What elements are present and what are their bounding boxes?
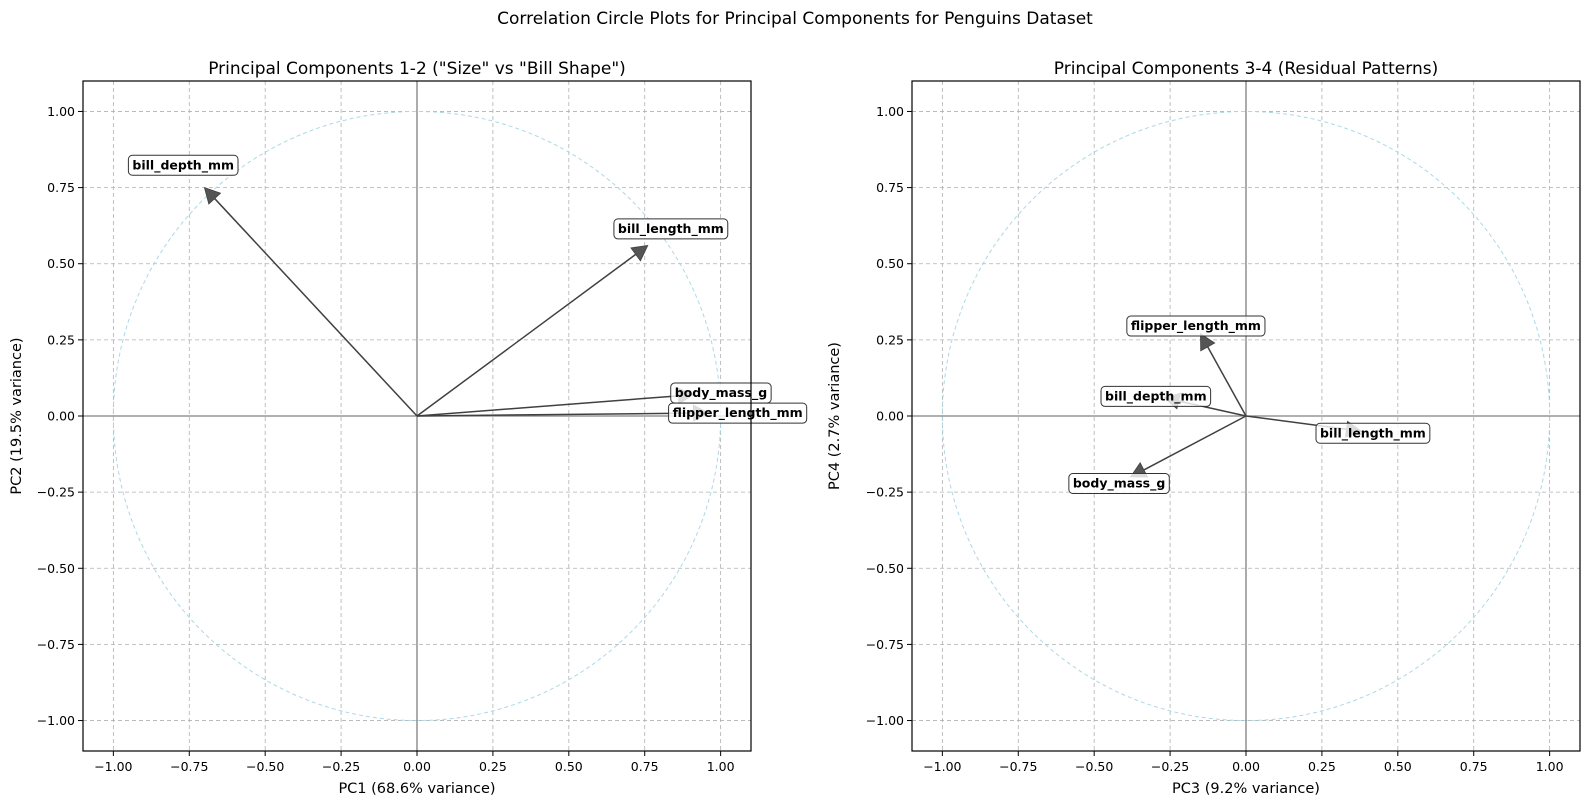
label-box bbox=[1068, 473, 1170, 494]
y-axis-label: PC4 (2.7% variance) bbox=[827, 342, 843, 490]
x-tick-label: −1.00 bbox=[94, 759, 132, 774]
panel-pc1-pc2: bill_length_mm bill_depth_mm flipper_lengt… bbox=[9, 59, 808, 797]
y-tick-label: 0.25 bbox=[47, 332, 75, 347]
vector-label-text: flipper_length_mm bbox=[673, 405, 803, 421]
x-tick-label: −0.50 bbox=[1075, 759, 1113, 774]
vector-label-text: body_mass_g bbox=[675, 385, 767, 401]
vector-label: flipper_length_mm bbox=[1126, 315, 1266, 337]
x-tick-label: 1.00 bbox=[1536, 759, 1564, 774]
y-tick-label: −1.00 bbox=[37, 713, 75, 728]
label-box bbox=[1100, 385, 1212, 407]
x-tick-label: 1.00 bbox=[707, 759, 735, 774]
panel-title: Principal Components 1-2 ("Size" vs "Bil… bbox=[208, 59, 626, 79]
y-tick-label: −0.50 bbox=[37, 561, 75, 576]
x-tick-label: 0.75 bbox=[1460, 759, 1488, 774]
arrow-shaft bbox=[416, 253, 637, 417]
vector-label-text: bill_depth_mm bbox=[132, 157, 234, 173]
label-box bbox=[127, 154, 239, 176]
vector-label: bill_length_mm bbox=[1315, 422, 1431, 444]
y-tick-label: −0.75 bbox=[866, 637, 904, 652]
vector-label-text: bill_length_mm bbox=[618, 221, 724, 237]
label-box bbox=[613, 218, 729, 240]
label-box bbox=[1315, 422, 1431, 444]
panel-pc3-pc4: bill_length_mm bill_depth_mm flipper_lengt… bbox=[827, 59, 1581, 797]
x-axis-label: PC3 (9.2% variance) bbox=[1172, 781, 1320, 797]
y-tick-label: 0.00 bbox=[47, 409, 75, 424]
vector-label-text: bill_length_mm bbox=[1320, 425, 1426, 441]
y-axis-label: PC2 (19.5% variance) bbox=[9, 337, 25, 494]
label-box bbox=[1126, 315, 1266, 337]
x-tick-label: 0.75 bbox=[631, 759, 659, 774]
x-tick-label: −0.50 bbox=[246, 759, 284, 774]
x-axis-label: PC1 (68.6% variance) bbox=[338, 781, 495, 797]
loading-vector-bill-depth-mm bbox=[203, 186, 418, 417]
x-tick-label: −1.00 bbox=[923, 759, 961, 774]
x-tick-label: 0.50 bbox=[555, 759, 583, 774]
vector-label: bill_length_mm bbox=[613, 218, 729, 240]
y-tick-label: −0.50 bbox=[866, 561, 904, 576]
loading-vector-flipper-length-mm bbox=[1200, 333, 1247, 417]
vector-label: bill_depth_mm bbox=[1100, 385, 1212, 407]
y-tick-label: −0.25 bbox=[37, 485, 75, 500]
loading-vector-bill-length-mm bbox=[416, 244, 649, 417]
arrow-shaft bbox=[214, 198, 418, 417]
vector-label: bill_depth_mm bbox=[127, 154, 239, 176]
y-tick-label: 0.50 bbox=[876, 256, 904, 271]
vector-label: body_mass_g bbox=[1068, 473, 1170, 494]
y-tick-label: 0.50 bbox=[47, 256, 75, 271]
vector-label-text: body_mass_g bbox=[1073, 476, 1165, 492]
arrow-shaft bbox=[1143, 415, 1247, 471]
vector-label-text: flipper_length_mm bbox=[1131, 318, 1261, 334]
arrow-head bbox=[203, 186, 222, 205]
x-tick-label: −0.25 bbox=[322, 759, 360, 774]
y-tick-label: −1.00 bbox=[866, 713, 904, 728]
y-tick-label: 0.75 bbox=[876, 180, 904, 195]
arrow-shaft bbox=[416, 412, 694, 417]
plot-area: bill_length_mm bill_depth_mm flipper_lengt… bbox=[866, 80, 1581, 774]
label-box bbox=[670, 382, 772, 404]
vector-label: flipper_length_mm bbox=[668, 402, 808, 424]
y-tick-label: 0.75 bbox=[47, 180, 75, 195]
panel-title: Principal Components 3-4 (Residual Patte… bbox=[1054, 59, 1438, 79]
y-tick-label: 1.00 bbox=[876, 104, 904, 119]
x-tick-label: 0.00 bbox=[403, 759, 431, 774]
arrow-shaft bbox=[1207, 346, 1247, 417]
arrow-head bbox=[630, 244, 649, 262]
y-tick-label: 0.00 bbox=[876, 409, 904, 424]
x-tick-label: 0.50 bbox=[1384, 759, 1412, 774]
x-tick-label: 0.25 bbox=[1308, 759, 1336, 774]
y-tick-label: −0.25 bbox=[866, 485, 904, 500]
x-tick-label: 0.25 bbox=[479, 759, 507, 774]
figure-suptitle: Correlation Circle Plots for Principal C… bbox=[497, 9, 1093, 29]
y-tick-label: −0.75 bbox=[37, 637, 75, 652]
arrow-shaft bbox=[416, 395, 679, 417]
plot-area: bill_length_mm bill_depth_mm flipper_lengt… bbox=[37, 80, 808, 774]
x-tick-label: −0.75 bbox=[999, 759, 1037, 774]
x-tick-label: −0.75 bbox=[170, 759, 208, 774]
vector-label-text: bill_depth_mm bbox=[1105, 388, 1207, 404]
vector-label: body_mass_g bbox=[670, 382, 772, 404]
y-tick-label: 0.25 bbox=[876, 332, 904, 347]
y-tick-label: 1.00 bbox=[47, 104, 75, 119]
x-tick-label: 0.00 bbox=[1232, 759, 1260, 774]
arrow-head bbox=[1200, 333, 1216, 352]
x-tick-label: −0.25 bbox=[1151, 759, 1189, 774]
